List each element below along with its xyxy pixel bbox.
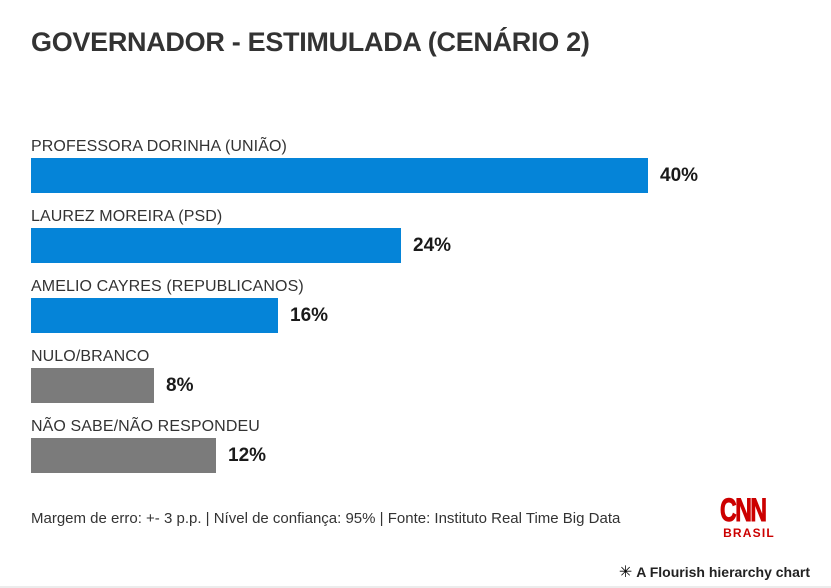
bar-value-label: 12% bbox=[228, 445, 267, 466]
bar-category-label: NÃO SABE/NÃO RESPONDEU bbox=[31, 418, 260, 435]
bar-value-label: 40% bbox=[660, 165, 699, 186]
bar-category-label: LAUREZ MOREIRA (PSD) bbox=[31, 208, 223, 225]
cnn-logo-subtext: BRASIL bbox=[723, 526, 775, 540]
bar-category-label: PROFESSORA DORINHA (UNIÃO) bbox=[31, 138, 287, 155]
page-title: GOVERNADOR - ESTIMULADA (CENÁRIO 2) bbox=[31, 27, 590, 57]
bar[interactable] bbox=[31, 158, 648, 193]
bar-row: PROFESSORA DORINHA (UNIÃO) 40% bbox=[31, 137, 831, 197]
bar-row: LAUREZ MOREIRA (PSD) 24% bbox=[31, 207, 831, 267]
bar-value-label: 16% bbox=[290, 305, 329, 326]
bar[interactable] bbox=[31, 228, 401, 263]
bar-category-label: AMELIO CAYRES (REPUBLICANOS) bbox=[31, 278, 304, 295]
flourish-attribution-label: A Flourish hierarchy chart bbox=[636, 564, 810, 580]
methodology-note: Margem de erro: +- 3 p.p. | Nível de con… bbox=[31, 510, 621, 527]
flourish-attribution[interactable]: ✳ A Flourish hierarchy chart bbox=[619, 562, 810, 582]
bar[interactable] bbox=[31, 298, 278, 333]
bar-chart: PROFESSORA DORINHA (UNIÃO) 40% LAUREZ MO… bbox=[31, 137, 831, 487]
bar-row: NULO/BRANCO 8% bbox=[31, 347, 831, 407]
bar[interactable] bbox=[31, 368, 154, 403]
bar-track: 16% bbox=[31, 298, 831, 333]
bar-track: 40% bbox=[31, 158, 831, 193]
bar-category-label: NULO/BRANCO bbox=[31, 348, 150, 365]
flourish-star-icon: ✳ bbox=[618, 564, 633, 581]
bar-track: 8% bbox=[31, 368, 831, 403]
cnn-logo-text: CNN bbox=[720, 492, 768, 528]
bar-track: 24% bbox=[31, 228, 831, 263]
bar[interactable] bbox=[31, 438, 216, 473]
bar-row: AMELIO CAYRES (REPUBLICANOS) 16% bbox=[31, 277, 831, 337]
bar-row: NÃO SABE/NÃO RESPONDEU 12% bbox=[31, 417, 831, 477]
bar-value-label: 24% bbox=[413, 235, 452, 256]
cnn-brasil-logo: CNN BRASIL bbox=[720, 492, 778, 540]
bar-value-label: 8% bbox=[166, 375, 194, 396]
bar-track: 12% bbox=[31, 438, 831, 473]
